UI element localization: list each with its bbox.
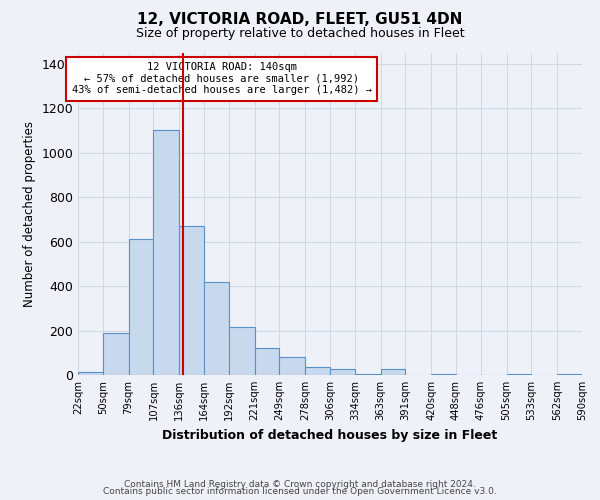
- Bar: [103, 332, 128, 375]
- Y-axis label: Number of detached properties: Number of detached properties: [23, 120, 36, 306]
- Bar: [305, 367, 330, 375]
- Bar: [280, 357, 305, 375]
- Bar: [330, 370, 355, 375]
- Bar: [78, 372, 103, 375]
- Bar: [179, 226, 204, 375]
- Text: 12 VICTORIA ROAD: 140sqm
← 57% of detached houses are smaller (1,992)
43% of sem: 12 VICTORIA ROAD: 140sqm ← 57% of detach…: [71, 62, 371, 96]
- Bar: [557, 374, 582, 375]
- Bar: [229, 327, 254, 375]
- Text: Size of property relative to detached houses in Fleet: Size of property relative to detached ho…: [136, 28, 464, 40]
- X-axis label: Distribution of detached houses by size in Fleet: Distribution of detached houses by size …: [163, 428, 497, 442]
- Bar: [355, 374, 380, 375]
- Bar: [154, 130, 179, 375]
- Text: 12, VICTORIA ROAD, FLEET, GU51 4DN: 12, VICTORIA ROAD, FLEET, GU51 4DN: [137, 12, 463, 28]
- Bar: [431, 374, 456, 375]
- Bar: [254, 348, 280, 375]
- Text: Contains HM Land Registry data © Crown copyright and database right 2024.: Contains HM Land Registry data © Crown c…: [124, 480, 476, 489]
- Bar: [128, 240, 154, 375]
- Bar: [506, 374, 532, 375]
- Text: Contains public sector information licensed under the Open Government Licence v3: Contains public sector information licen…: [103, 488, 497, 496]
- Bar: [204, 282, 229, 375]
- Bar: [380, 370, 406, 375]
